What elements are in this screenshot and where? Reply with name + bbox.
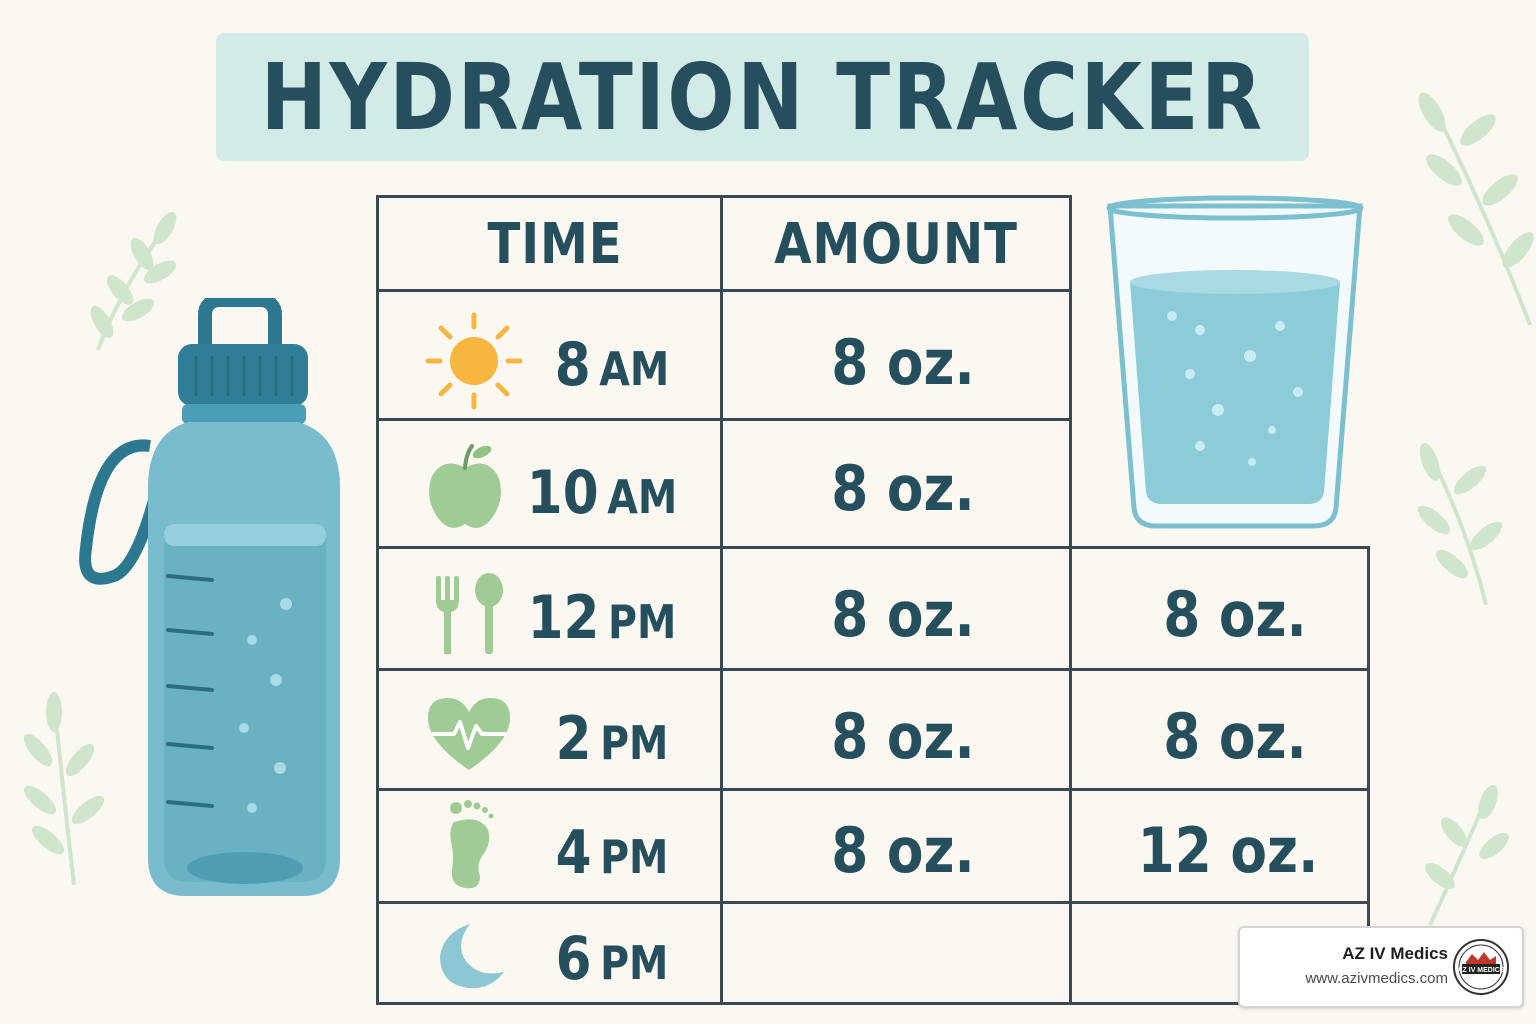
amount-2pm: 8 oz. [831, 700, 975, 773]
brand-watermark[interactable]: AZ IV Medics www.azivmedics.com AZ IV ME… [1238, 926, 1524, 1008]
amount-10am: 8 oz. [831, 452, 975, 525]
brand-name: AZ IV Medics [1342, 944, 1448, 963]
amount-8am: 8 oz. [831, 326, 975, 399]
heartbeat-icon [428, 698, 510, 770]
extra-amount-12pm: 8 oz. [1163, 578, 1307, 651]
water-bottle-icon [79, 298, 340, 896]
apple-icon [429, 444, 501, 528]
title-banner: HYDRATION TRACKER [216, 33, 1309, 161]
footprint-icon [450, 800, 494, 889]
time-label-6pm: 6 PM [555, 924, 669, 994]
time-label-4pm: 4 PM [555, 818, 669, 888]
amount-12pm: 8 oz. [831, 578, 975, 651]
header-time: TIME [487, 212, 623, 277]
leaf-sprig-right-middle-icon [1417, 443, 1503, 606]
leaf-sprig-left-top-icon [90, 211, 177, 351]
amount-4pm: 8 oz. [831, 814, 975, 887]
time-label-8am: 8 AM [554, 330, 670, 400]
extra-amount-4pm: 12 oz. [1137, 814, 1319, 887]
brand-logo-icon: AZ IV MEDICS [1453, 939, 1509, 995]
time-label-2pm: 2 PM [555, 704, 669, 774]
sun-icon [425, 312, 523, 410]
svg-text:AZ IV MEDICS: AZ IV MEDICS [1457, 967, 1504, 974]
leaf-sprig-right-bottom-icon [1425, 784, 1509, 926]
leaf-sprig-left-bottom-icon [23, 692, 105, 886]
leaf-sprig-right-top-icon [1418, 92, 1534, 326]
time-label-12pm: 12 PM [527, 583, 677, 653]
time-label-10am: 10 AM [526, 458, 678, 528]
extra-amount-2pm: 8 oz. [1163, 700, 1307, 773]
moon-icon [440, 924, 504, 989]
fork-spoon-icon [436, 573, 503, 654]
brand-url[interactable]: www.azivmedics.com [1305, 970, 1448, 987]
water-glass-icon [1106, 195, 1364, 529]
page-title: HYDRATION TRACKER [260, 43, 1265, 151]
header-amount: AMOUNT [774, 212, 1018, 277]
